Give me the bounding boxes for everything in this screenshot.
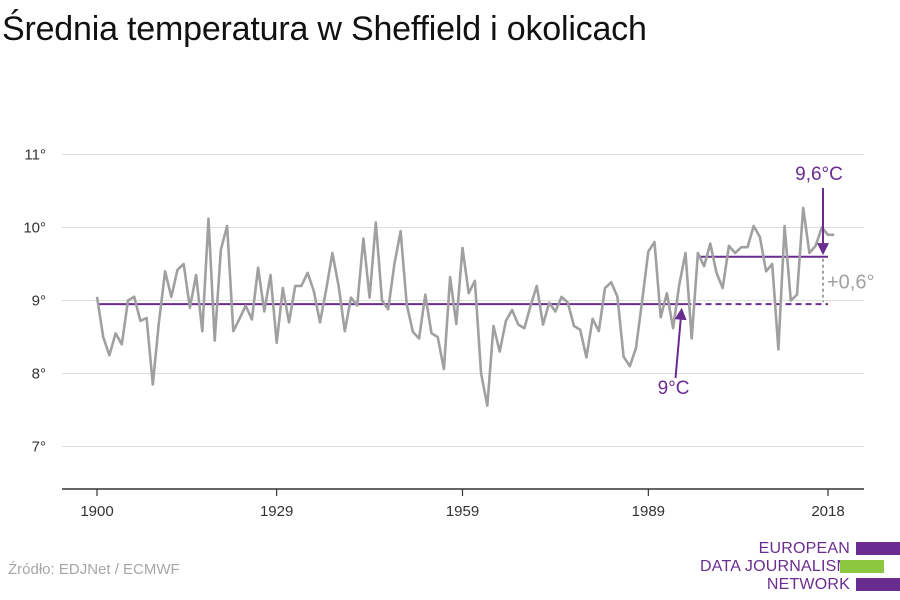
logo-line-european: EUROPEAN <box>758 540 850 557</box>
y-tick-label: 8° <box>32 366 46 383</box>
edjnet-logo: EUROPEAN DATA JOURNALISM NETWORK <box>700 538 900 598</box>
y-tick-label: 11° <box>24 147 46 164</box>
x-tick-label: 2018 <box>811 503 844 520</box>
logo-bar-green <box>840 560 884 573</box>
annotations: +0,6° 9°C 9,6°C <box>658 164 875 399</box>
logo-bar-purple-bottom <box>856 578 900 591</box>
x-tick-label: 1959 <box>446 503 479 520</box>
baseline-arrow <box>674 307 687 379</box>
baseline-label: 9°C <box>658 378 690 399</box>
x-axis: 1900 1929 1959 1989 2018 <box>62 488 864 520</box>
y-tick-label: 7° <box>32 439 46 456</box>
difference-label: +0,6° <box>827 271 874 293</box>
x-tick-label: 1989 <box>632 503 665 520</box>
grid-lines <box>62 154 864 447</box>
chart-title: Średnia temperatura w Sheffield i okolic… <box>2 10 647 48</box>
temperature-series-line <box>95 206 835 407</box>
logo-line-network: NETWORK <box>766 576 850 593</box>
x-tick-label: 1900 <box>80 503 113 520</box>
logo-bar-purple-top <box>856 542 900 555</box>
x-tick-label: 1929 <box>260 503 293 520</box>
recent-label: 9,6°C <box>795 164 843 185</box>
y-tick-label: 9° <box>32 293 46 310</box>
series-layer <box>95 206 835 407</box>
y-axis-labels: 7° 8° 9° 10° 11° <box>23 147 46 456</box>
logo-line-data-journalism: DATA JOURNALISM <box>700 558 850 575</box>
y-tick-label: 10° <box>23 220 46 237</box>
source-note: Źródło: EDJNet / ECMWF <box>8 561 180 578</box>
